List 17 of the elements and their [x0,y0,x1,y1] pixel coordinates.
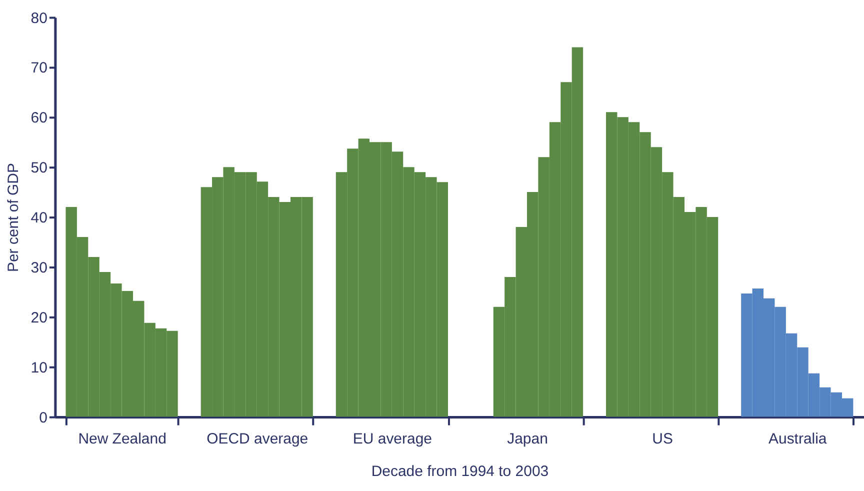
y-tick-label: 20 [30,309,48,326]
y-axis-title: Per cent of GDP [4,163,22,272]
y-tick-label: 30 [30,259,48,276]
x-axis-title: Decade from 1994 to 2003 [371,463,549,480]
y-tick-label: 10 [30,359,48,376]
y-tick-label: 80 [30,10,48,27]
x-tick-label: US [652,430,673,448]
x-tick-label: OECD average [206,430,308,448]
y-tick-label: 0 [39,409,48,426]
x-tick-label: New Zealand [78,430,166,448]
y-tick-label: 70 [30,60,48,77]
x-tick-label: Australia [768,430,828,448]
x-tick-label: Japan [507,430,548,448]
x-tick-label: EU average [352,430,432,448]
y-tick-label: 60 [30,110,48,127]
y-tick-label: 50 [30,160,48,177]
y-tick-label: 40 [30,210,48,227]
